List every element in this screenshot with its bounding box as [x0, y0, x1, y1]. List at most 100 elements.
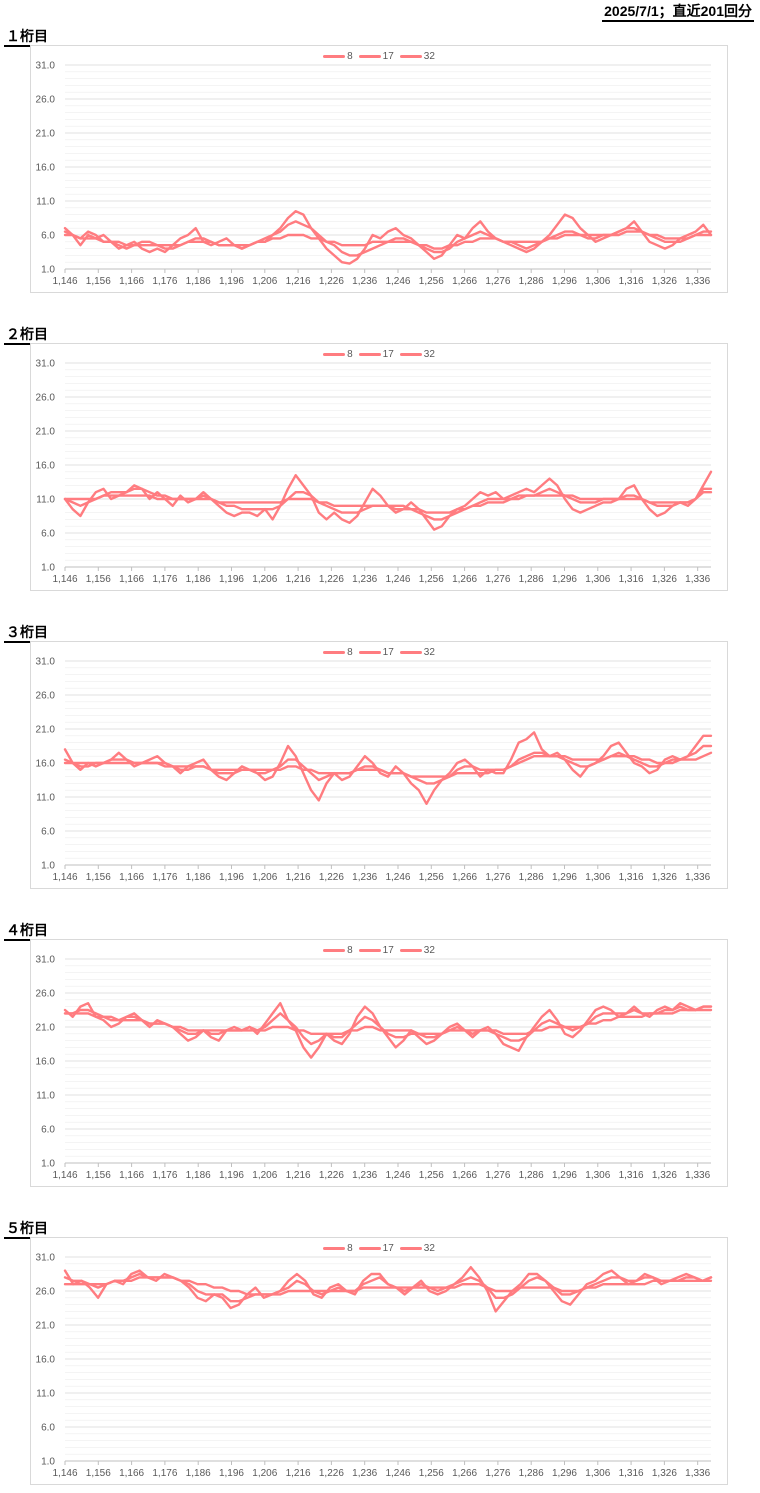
line-chart: 31.0 26.0 21.0 16.0 11.0 6.0 1.0 1,146 1,156 1,16… [30, 45, 728, 293]
x-tick-label: 1,246 [385, 872, 410, 883]
x-tick-label: 1,326 [652, 276, 677, 287]
x-tick-label: 1,156 [86, 276, 111, 287]
line-chart: 31.0 26.0 21.0 16.0 11.0 6.0 1.0 1,146 1,156 1,16… [30, 343, 728, 591]
legend-swatch [399, 949, 422, 952]
y-tick-label: 6.0 [41, 827, 55, 838]
chart-plot: 31.0 26.0 21.0 16.0 11.0 6.0 1.01,146 1,156 1,16… [36, 359, 713, 585]
x-tick-label: 1,226 [319, 1170, 344, 1181]
x-tick-label: 1,296 [552, 872, 577, 883]
x-tick-label: 1,176 [152, 276, 177, 287]
legend-item: 8 [323, 349, 353, 360]
x-tick-label: 1,246 [385, 1468, 410, 1479]
x-tick-label: 1,236 [352, 872, 377, 883]
x-tick-label: 1,316 [619, 276, 644, 287]
legend-item: 8 [323, 1243, 353, 1254]
y-tick-label: 6.0 [41, 529, 55, 540]
y-tick-label: 31.0 [36, 955, 56, 966]
legend-item: 32 [399, 349, 435, 360]
legend-label: 8 [347, 945, 353, 956]
x-tick-label: 1,176 [152, 1468, 177, 1479]
x-tick-label: 1,296 [552, 1170, 577, 1181]
legend-label: 17 [382, 945, 394, 956]
x-tick-label: 1,316 [619, 1468, 644, 1479]
line-chart: 31.0 26.0 21.0 16.0 11.0 6.0 1.0 1,146 1,156 1,16… [30, 641, 728, 889]
x-tick-label: 1,216 [286, 872, 311, 883]
y-tick-label: 31.0 [36, 1253, 56, 1264]
y-tick-label: 16.0 [36, 461, 56, 472]
x-tick-label: 1,226 [319, 1468, 344, 1479]
x-tick-label: 1,146 [52, 1468, 77, 1479]
y-tick-label: 26.0 [36, 393, 56, 404]
line-chart: 31.0 26.0 21.0 16.0 11.0 6.0 1.0 1,146 1,156 1,16… [30, 1237, 728, 1485]
x-tick-label: 1,156 [86, 872, 111, 883]
legend-swatch [358, 1247, 381, 1250]
legend-swatch [399, 1247, 422, 1250]
x-tick-label: 1,336 [685, 1468, 710, 1479]
legend-label: 32 [423, 647, 435, 658]
x-tick-label: 1,336 [685, 574, 710, 585]
x-tick-label: 1,316 [619, 574, 644, 585]
legend-label: 8 [347, 1243, 353, 1254]
legend-swatch [399, 353, 422, 356]
x-tick-label: 1,336 [685, 1170, 710, 1181]
legend-label: 17 [382, 51, 394, 62]
x-tick-label: 1,276 [485, 1170, 510, 1181]
x-tick-label: 1,216 [286, 1170, 311, 1181]
x-tick-label: 1,206 [252, 574, 277, 585]
legend-swatch [358, 353, 381, 356]
legend-swatch [323, 949, 346, 952]
x-tick-label: 1,296 [552, 1468, 577, 1479]
x-tick-label: 1,186 [186, 1468, 211, 1479]
y-tick-label: 26.0 [36, 95, 56, 106]
chart-plot: 31.0 26.0 21.0 16.0 11.0 6.0 1.01,146 1,156 1,16… [36, 657, 713, 883]
x-tick-label: 1,266 [452, 872, 477, 883]
x-tick-label: 1,276 [485, 872, 510, 883]
x-tick-label: 1,166 [119, 1170, 144, 1181]
legend-item: 17 [358, 1243, 394, 1254]
x-tick-label: 1,226 [319, 574, 344, 585]
x-tick-label: 1,286 [519, 1468, 544, 1479]
legend-item: 17 [358, 51, 394, 62]
x-tick-label: 1,256 [419, 872, 444, 883]
legend-swatch [399, 651, 422, 654]
x-tick-label: 1,256 [419, 574, 444, 585]
x-tick-label: 1,226 [319, 276, 344, 287]
x-tick-label: 1,326 [652, 1170, 677, 1181]
legend-swatch [323, 1247, 346, 1250]
y-tick-label: 21.0 [36, 725, 56, 736]
legend-item: 17 [358, 349, 394, 360]
chart-legend: 8 17 32 [31, 349, 727, 360]
x-tick-label: 1,216 [286, 574, 311, 585]
x-tick-label: 1,206 [252, 276, 277, 287]
x-tick-label: 1,146 [52, 574, 77, 585]
x-tick-label: 1,266 [452, 1170, 477, 1181]
x-tick-label: 1,236 [352, 1468, 377, 1479]
legend-item: 8 [323, 647, 353, 658]
y-tick-label: 11.0 [36, 1091, 55, 1102]
x-tick-label: 1,246 [385, 574, 410, 585]
chart-plot: 31.0 26.0 21.0 16.0 11.0 6.0 1.01,146 1,156 1,16… [36, 61, 713, 287]
legend-item: 32 [399, 647, 435, 658]
legend-swatch [323, 353, 346, 356]
y-tick-label: 6.0 [41, 1125, 55, 1136]
x-tick-label: 1,186 [186, 574, 211, 585]
legend-item: 8 [323, 945, 353, 956]
page-title: 2025/7/1；直近201回分 [602, 3, 754, 22]
legend-swatch [358, 949, 381, 952]
x-tick-label: 1,186 [186, 872, 211, 883]
x-tick-label: 1,236 [352, 1170, 377, 1181]
legend-label: 32 [423, 1243, 435, 1254]
y-tick-label: 11.0 [36, 495, 55, 506]
x-tick-label: 1,266 [452, 574, 477, 585]
chart-plot: 31.0 26.0 21.0 16.0 11.0 6.0 1.01,146 1,156 1,16… [36, 1253, 713, 1479]
x-tick-label: 1,226 [319, 872, 344, 883]
x-tick-label: 1,196 [219, 276, 244, 287]
y-tick-label: 16.0 [36, 1355, 56, 1366]
y-tick-label: 11.0 [36, 197, 55, 208]
y-tick-label: 1.0 [41, 1457, 55, 1468]
x-tick-label: 1,306 [585, 276, 610, 287]
x-tick-label: 1,216 [286, 1468, 311, 1479]
x-tick-label: 1,266 [452, 276, 477, 287]
x-tick-label: 1,336 [685, 276, 710, 287]
y-tick-label: 1.0 [41, 1159, 55, 1170]
